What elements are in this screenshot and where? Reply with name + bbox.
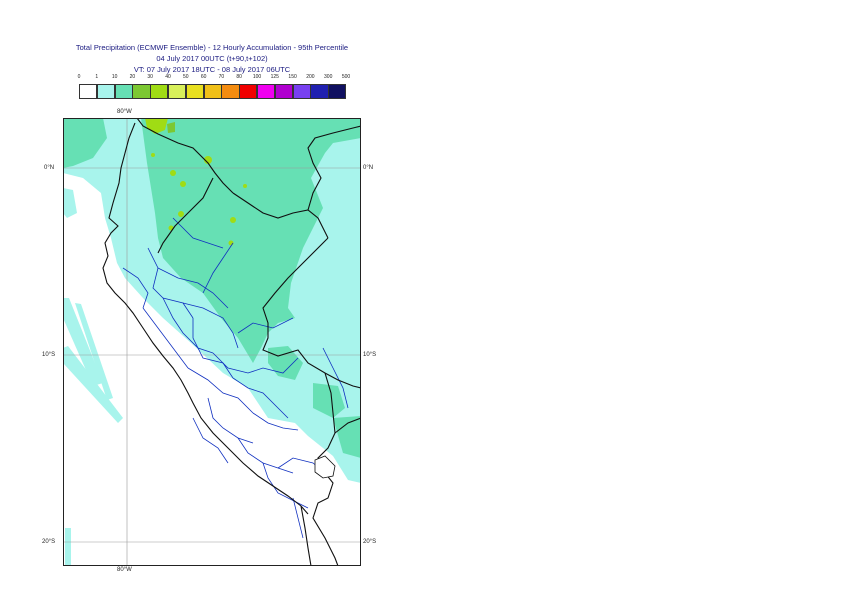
- colorbar-label: 60: [200, 74, 207, 80]
- colorbar-swatch: [310, 84, 329, 99]
- valid-time: VT: 07 July 2017 18UTC - 08 July 2017 06…: [133, 65, 291, 74]
- colorbar-swatch: [292, 84, 311, 99]
- colorbar-label: 150: [288, 74, 297, 80]
- lat-label-left-10s: 10°S: [42, 352, 56, 358]
- country-borders: [102, 118, 361, 566]
- lat-label-right-0: 0°N: [363, 165, 374, 171]
- lon-label-bottom: 80°W: [117, 567, 132, 573]
- colorbar-swatch: [79, 84, 98, 99]
- lat-label-right-20s: 20°S: [363, 539, 377, 545]
- lon-label-top: 80°W: [117, 109, 132, 115]
- colorbar-label: 80: [236, 74, 242, 80]
- map-title: Total Precipitation (ECMWF Ensemble) - 1…: [75, 43, 349, 52]
- colorbar-swatch: [114, 84, 133, 99]
- colorbar-swatch: [96, 84, 116, 99]
- colorbar-swatch: [274, 84, 294, 99]
- lat-label-left-0: 0°N: [44, 165, 55, 171]
- lat-label-left-20s: 20°S: [42, 539, 56, 545]
- colorbar-label: 125: [270, 74, 279, 80]
- colorbar-swatch: [221, 84, 240, 99]
- colorbar-label: 20: [129, 74, 136, 80]
- precip-band-10-20mm: [141, 118, 361, 363]
- region-boundaries: [122, 217, 349, 539]
- colorbar-label: 30: [147, 74, 153, 80]
- colorbar-label: 0: [77, 74, 81, 80]
- colorbar-label: 70: [218, 74, 225, 80]
- coastline: [102, 122, 309, 515]
- colorbar-swatch: [203, 84, 222, 99]
- colorbar-swatch: [328, 84, 347, 99]
- lat-label-right-10s: 10°S: [363, 352, 377, 358]
- colorbar-label: 1: [95, 74, 99, 80]
- map-frame: [63, 118, 361, 566]
- colorbar-label: 50: [183, 74, 189, 80]
- colorbar-label: 40: [165, 74, 171, 80]
- colorbar-swatch: [185, 84, 205, 99]
- lake-titicaca: [314, 455, 336, 479]
- colorbar-swatch: [168, 84, 187, 99]
- colorbar-label: 500: [341, 74, 351, 80]
- colorbar-swatch: [150, 84, 169, 99]
- colorbar-swatch: [132, 84, 151, 99]
- base-time: 04 July 2017 00UTC (t+90,t+102): [156, 54, 268, 63]
- colorbar-swatch: [257, 84, 276, 99]
- colorbar-label: 10: [111, 74, 118, 80]
- colorbar-label: 200: [306, 74, 315, 80]
- colorbar-label: 300: [324, 74, 333, 80]
- precipitation-map: [63, 118, 361, 566]
- colorbar-swatch: [239, 84, 258, 99]
- colorbar-label: 100: [252, 74, 262, 80]
